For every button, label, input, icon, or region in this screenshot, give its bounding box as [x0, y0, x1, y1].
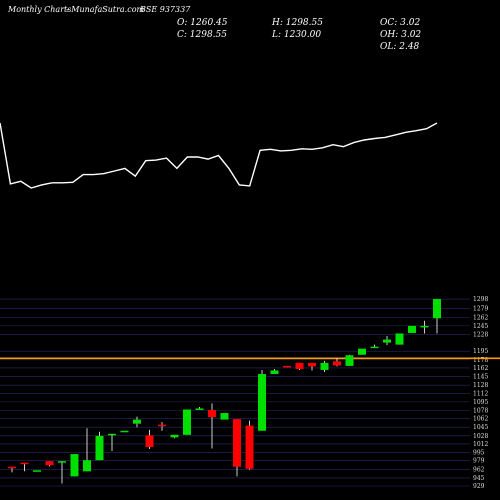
- candle-body: [20, 462, 29, 465]
- candle-body: [158, 424, 166, 427]
- y-tick-label: 962: [473, 466, 485, 473]
- candle-body: [370, 346, 379, 349]
- candle-body: [245, 425, 254, 469]
- y-tick-label: 995: [473, 450, 485, 457]
- candle-body: [433, 299, 441, 319]
- open-value: O: 1260.45: [177, 18, 228, 28]
- y-tick-label: 1298: [473, 296, 488, 303]
- candle-body: [8, 466, 16, 469]
- candle-body: [283, 365, 291, 368]
- high-value: H: 1298.55: [272, 18, 323, 28]
- candle-body: [258, 374, 266, 431]
- series-line: [0, 122, 438, 189]
- candle-body: [145, 435, 154, 447]
- candle-body: [270, 370, 279, 375]
- brand-label: Monthly Charts: [8, 5, 72, 14]
- candle-body: [83, 460, 91, 472]
- y-tick-label: 1028: [473, 433, 488, 440]
- y-tick-label: 1262: [473, 314, 488, 321]
- candle-body: [220, 413, 229, 420]
- candle-body: [183, 409, 191, 435]
- y-tick-label: 1178: [473, 357, 488, 364]
- candle-body: [95, 435, 104, 461]
- candle-body: [170, 434, 179, 438]
- y-tick-label: 1062: [473, 416, 488, 423]
- y-tick-label: 1162: [473, 365, 488, 372]
- y-tick-label: 1045: [473, 424, 488, 431]
- candle-body: [208, 409, 216, 418]
- oc-value: OC: 3.02: [380, 18, 421, 28]
- symbol-label: BSE 937337: [140, 5, 191, 14]
- y-tick-label: 1245: [473, 323, 488, 330]
- y-tick-label: 1112: [473, 390, 488, 397]
- candle-body: [395, 333, 404, 345]
- candle-body: [58, 461, 66, 463]
- candle-body: [133, 419, 141, 424]
- candle-body: [108, 433, 116, 436]
- y-tick-label: 945: [473, 475, 485, 482]
- candle-body: [120, 430, 129, 433]
- ol-value: OL: 2.48: [380, 42, 420, 52]
- candle-body: [358, 348, 366, 355]
- close-value: C: 1298.55: [177, 30, 227, 40]
- y-tick-label: 1078: [473, 407, 488, 414]
- candle-body: [295, 362, 304, 369]
- candle-body: [308, 362, 316, 367]
- y-tick-label: 929: [473, 483, 485, 490]
- y-tick-label: 1228: [473, 331, 488, 338]
- candle-body: [383, 339, 391, 343]
- oh-value: OH: 3.02: [380, 30, 422, 40]
- y-tick-label: 1095: [473, 399, 488, 406]
- candle-body: [195, 408, 204, 410]
- candle-body: [233, 419, 241, 467]
- low-value: L: 1230.00: [272, 30, 322, 40]
- y-tick-label: 1128: [473, 382, 488, 389]
- candle-body: [333, 361, 341, 366]
- candle-body: [320, 362, 329, 370]
- candle-body: [70, 454, 79, 477]
- candle-body: [45, 461, 54, 466]
- site-label: - MunafaSutra.com: [66, 5, 145, 14]
- y-tick-label: 979: [473, 458, 485, 465]
- candle-body: [345, 355, 354, 366]
- candle-body: [420, 325, 429, 328]
- candle-body: [33, 470, 41, 472]
- y-tick-label: 1012: [473, 441, 488, 448]
- candle-body: [408, 325, 416, 333]
- y-tick-label: 1195: [473, 348, 488, 355]
- y-tick-label: 1145: [473, 374, 488, 381]
- y-tick-label: 1279: [473, 306, 488, 313]
